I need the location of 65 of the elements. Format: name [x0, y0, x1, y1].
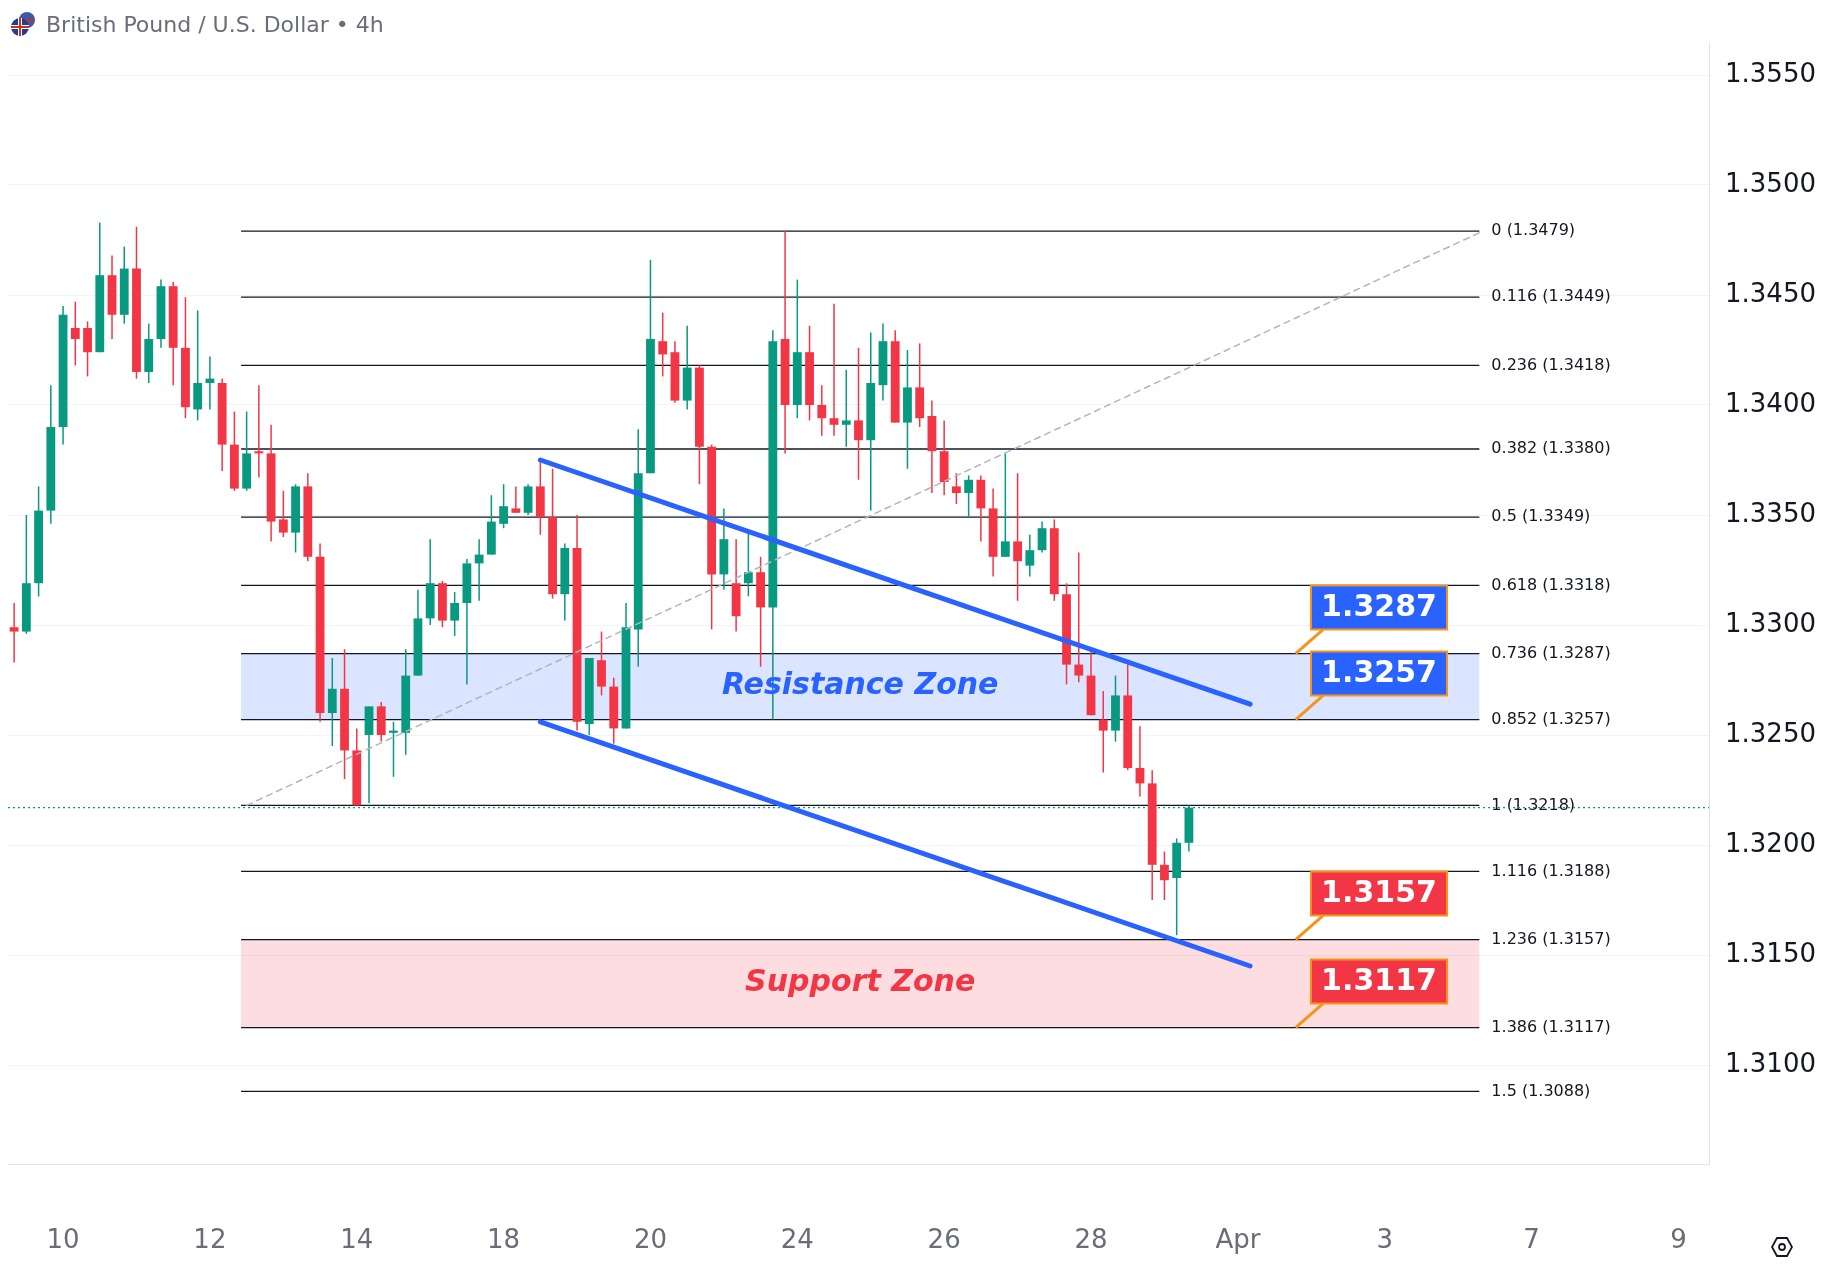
x-tick-label: Apr [1215, 1224, 1261, 1255]
x-tick-label: 28 [1074, 1224, 1108, 1255]
annotation: 1.3257 [1321, 654, 1437, 690]
annotation: 1.3117 [1321, 962, 1437, 998]
ref-line-label: 1.236 (1.3157) [1491, 928, 1611, 948]
annotation: 1.3287 [1321, 588, 1437, 624]
candlestick [1000, 452, 1010, 558]
chart-title: British Pound / U.S. Dollar • 4h [46, 11, 384, 37]
y-tick-label: 1.3300 [1725, 607, 1816, 638]
x-tick-label: 7 [1523, 1224, 1540, 1255]
x-tick-label: 10 [46, 1224, 80, 1255]
ref-line-label: 1 (1.3218) [1491, 794, 1576, 814]
ref-line-label: 1.116 (1.3188) [1491, 860, 1611, 880]
ref-line-label: 0.382 (1.3380) [1491, 438, 1611, 458]
y-tick-label: 1.3450 [1725, 277, 1816, 308]
y-tick-label: 1.3150 [1725, 937, 1816, 968]
x-tick-label: 9 [1670, 1224, 1687, 1255]
x-tick-label: 12 [193, 1224, 227, 1255]
y-tick-label: 1.3500 [1725, 167, 1816, 198]
ref-line-label: 1.386 (1.3117) [1491, 1016, 1611, 1036]
y-tick-label: 1.3400 [1725, 387, 1816, 418]
candlestick [1074, 551, 1084, 683]
x-tick-label: 14 [340, 1224, 374, 1255]
candlestick [389, 721, 398, 778]
x-tick-label: 3 [1376, 1224, 1393, 1255]
ref-line-label: 0.852 (1.3257) [1491, 708, 1611, 728]
x-tick-label: 20 [633, 1224, 668, 1255]
x-tick-label: 24 [780, 1224, 814, 1255]
y-tick-label: 1.3250 [1725, 717, 1816, 748]
ref-line-label: 0.618 (1.3318) [1491, 574, 1611, 594]
candlestick [70, 300, 80, 367]
ref-line-label: 0.116 (1.3449) [1491, 286, 1611, 306]
candlestick [474, 538, 484, 602]
ref-line-label: 0.236 (1.3418) [1491, 354, 1611, 374]
candlestick [841, 369, 851, 448]
candlestick [743, 531, 753, 598]
candlestick [951, 472, 961, 505]
band-label: Support Zone [745, 963, 976, 999]
candlestick [1025, 534, 1035, 578]
x-tick-label: 18 [487, 1224, 521, 1255]
candlestick [278, 490, 288, 538]
ref-line-label: 0 (1.3479) [1491, 220, 1576, 240]
x-tick-label: 26 [927, 1224, 961, 1255]
ref-line-label: 0.736 (1.3287) [1491, 642, 1611, 662]
candlestick [964, 474, 974, 518]
candlestick [1098, 690, 1108, 774]
candlestick [658, 311, 668, 378]
candlestick [817, 384, 827, 437]
candlestick [829, 303, 839, 437]
candlestick [511, 485, 521, 514]
candlestick [854, 347, 863, 481]
ref-line-label: 0.5 (1.3349) [1491, 506, 1591, 526]
y-tick-label: 1.3100 [1725, 1047, 1816, 1078]
candlestick [450, 591, 460, 637]
y-tick-label: 1.3350 [1725, 497, 1816, 528]
y-tick-label: 1.3200 [1725, 827, 1816, 858]
candlestick [1013, 472, 1022, 602]
candlestick [9, 602, 19, 664]
candlestick [254, 384, 264, 479]
candlestick [1037, 520, 1047, 554]
candlestick [499, 483, 509, 529]
annotation: 1.3157 [1321, 874, 1437, 910]
y-tick-label: 1.3550 [1725, 57, 1816, 88]
ref-line-label: 1.5 (1.3088) [1491, 1080, 1591, 1100]
candlestick [1160, 850, 1169, 901]
